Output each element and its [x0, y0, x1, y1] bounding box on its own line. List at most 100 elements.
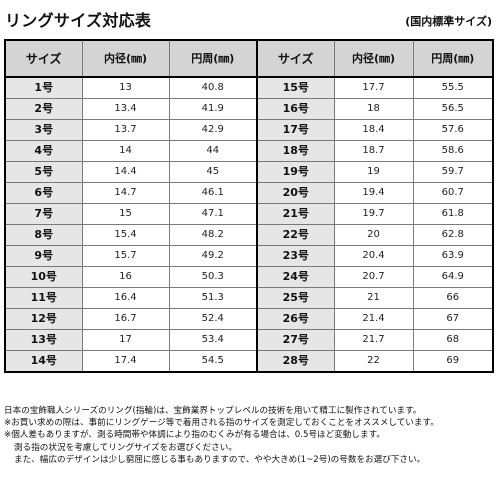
size-cell-left: 12号: [4, 308, 83, 330]
circumference-cell-left: 51.3: [168, 287, 258, 309]
size-cell-right: 23号: [256, 245, 335, 267]
diameter-cell-left: 14.7: [81, 182, 170, 204]
circumference-cell-right: 55.5: [412, 76, 494, 99]
diameter-cell-right: 19.4: [333, 182, 414, 204]
page-title: リングサイズ対応表: [5, 11, 152, 30]
table-row: 4号 14 44 18号 18.7 58.6: [4, 140, 494, 162]
circumference-cell-right: 57.6: [412, 119, 494, 141]
size-cell-left: 11号: [4, 287, 83, 309]
diameter-cell-left: 17: [81, 329, 170, 351]
circumference-cell-right: 56.5: [412, 98, 494, 120]
circumference-cell-left: 44: [168, 140, 258, 162]
size-cell-right: 25号: [256, 287, 335, 309]
size-cell-right: 22号: [256, 224, 335, 246]
diameter-cell-right: 20: [333, 224, 414, 246]
size-cell-right: 16号: [256, 98, 335, 120]
circumference-cell-left: 49.2: [168, 245, 258, 267]
diameter-cell-right: 20.4: [333, 245, 414, 267]
table-row: 13号 17 53.4 27号 21.7 68: [4, 329, 494, 351]
circumference-cell-left: 47.1: [168, 203, 258, 225]
diameter-cell-left: 13.4: [81, 98, 170, 120]
diameter-cell-right: 18.7: [333, 140, 414, 162]
size-cell-left: 8号: [4, 224, 83, 246]
circumference-cell-right: 67: [412, 308, 494, 330]
diameter-cell-left: 15: [81, 203, 170, 225]
size-cell-right: 28号: [256, 350, 335, 373]
note-line: ※お買い求めの際は、事前にリングゲージ等で着用される指のサイズを測定しておくこと…: [4, 418, 439, 429]
ring-size-table: サイズ 内径(㎜) 円周(㎜) サイズ 内径(㎜) 円周(㎜) 1号 13 40.8…: [4, 39, 494, 373]
size-cell-left: 2号: [4, 98, 83, 120]
circumference-cell-left: 45: [168, 161, 258, 183]
diameter-cell-left: 17.4: [81, 350, 170, 373]
header-diameter-right: 内径(㎜): [333, 39, 414, 78]
page-subtitle: (国内標準サイズ): [405, 15, 492, 28]
note-line: 日本の宝飾職人シリーズのリング(指輪)は、宝飾業界トップレベルの技術を用いて精工…: [4, 406, 422, 416]
diameter-cell-right: 19.7: [333, 203, 414, 225]
diameter-cell-left: 16.4: [81, 287, 170, 309]
size-cell-right: 26号: [256, 308, 335, 330]
circumference-cell-right: 60.7: [412, 182, 494, 204]
size-cell-left: 14号: [4, 350, 83, 373]
size-cell-left: 10号: [4, 266, 83, 288]
diameter-cell-right: 21.7: [333, 329, 414, 351]
diameter-cell-left: 16.7: [81, 308, 170, 330]
note-line: また、幅広のデザインは少し窮屈に感じる事もありますので、やや大きめ(1~2号)の…: [14, 454, 426, 465]
circumference-cell-right: 68: [412, 329, 494, 351]
diameter-cell-left: 13: [81, 76, 170, 99]
diameter-cell-left: 15.4: [81, 224, 170, 246]
diameter-cell-left: 15.7: [81, 245, 170, 267]
table-row: 11号 16.4 51.3 25号 21 66: [4, 287, 494, 309]
circumference-cell-left: 42.9: [168, 119, 258, 141]
size-cell-right: 27号: [256, 329, 335, 351]
circumference-cell-right: 64.9: [412, 266, 494, 288]
circumference-cell-left: 54.5: [168, 350, 258, 373]
note-line: 測る指の状況を考慮してリングサイズをお選びください。: [14, 442, 237, 453]
diameter-cell-right: 18: [333, 98, 414, 120]
circumference-cell-right: 61.8: [412, 203, 494, 225]
size-cell-right: 15号: [256, 76, 335, 99]
notes-section: 日本の宝飾職人シリーズのリング(指輪)は、宝飾業界トップレベルの技術を用いて精工…: [4, 405, 498, 466]
circumference-cell-left: 53.4: [168, 329, 258, 351]
size-cell-right: 21号: [256, 203, 335, 225]
circumference-cell-left: 52.4: [168, 308, 258, 330]
size-cell-left: 4号: [4, 140, 83, 162]
diameter-cell-right: 20.7: [333, 266, 414, 288]
diameter-cell-right: 21.4: [333, 308, 414, 330]
circumference-cell-left: 46.1: [168, 182, 258, 204]
header-circumference-right: 円周(㎜): [412, 39, 494, 78]
size-cell-right: 18号: [256, 140, 335, 162]
table-row: 3号 13.7 42.9 17号 18.4 57.6: [4, 119, 494, 141]
header-size-right: サイズ: [256, 39, 335, 78]
diameter-cell-left: 13.7: [81, 119, 170, 141]
table-row: 1号 13 40.8 15号 17.7 55.5: [4, 76, 494, 99]
table-row: 10号 16 50.3 24号 20.7 64.9: [4, 266, 494, 288]
table-row: 2号 13.4 41.9 16号 18 56.5: [4, 98, 494, 120]
table-row: 8号 15.4 48.2 22号 20 62.8: [4, 224, 494, 246]
circumference-cell-left: 41.9: [168, 98, 258, 120]
diameter-cell-right: 19: [333, 161, 414, 183]
circumference-cell-right: 69: [412, 350, 494, 373]
diameter-cell-right: 18.4: [333, 119, 414, 141]
table-row: 14号 17.4 54.5 28号 22 69: [4, 350, 494, 373]
header-size-left: サイズ: [4, 39, 83, 78]
circumference-cell-right: 63.9: [412, 245, 494, 267]
table-row: 6号 14.7 46.1 20号 19.4 60.7: [4, 182, 494, 204]
size-cell-left: 7号: [4, 203, 83, 225]
diameter-cell-right: 21: [333, 287, 414, 309]
size-cell-left: 9号: [4, 245, 83, 267]
size-cell-right: 17号: [256, 119, 335, 141]
size-cell-left: 3号: [4, 119, 83, 141]
table-row: 7号 15 47.1 21号 19.7 61.8: [4, 203, 494, 225]
circumference-cell-right: 59.7: [412, 161, 494, 183]
circumference-cell-left: 40.8: [168, 76, 258, 99]
size-cell-left: 1号: [4, 76, 83, 99]
header-diameter-left: 内径(㎜): [81, 39, 170, 78]
header-circumference-left: 円周(㎜): [168, 39, 258, 78]
size-cell-left: 6号: [4, 182, 83, 204]
table-row: 9号 15.7 49.2 23号 20.4 63.9: [4, 245, 494, 267]
diameter-cell-right: 22: [333, 350, 414, 373]
diameter-cell-left: 14.4: [81, 161, 170, 183]
circumference-cell-right: 62.8: [412, 224, 494, 246]
circumference-cell-right: 66: [412, 287, 494, 309]
size-cell-right: 19号: [256, 161, 335, 183]
